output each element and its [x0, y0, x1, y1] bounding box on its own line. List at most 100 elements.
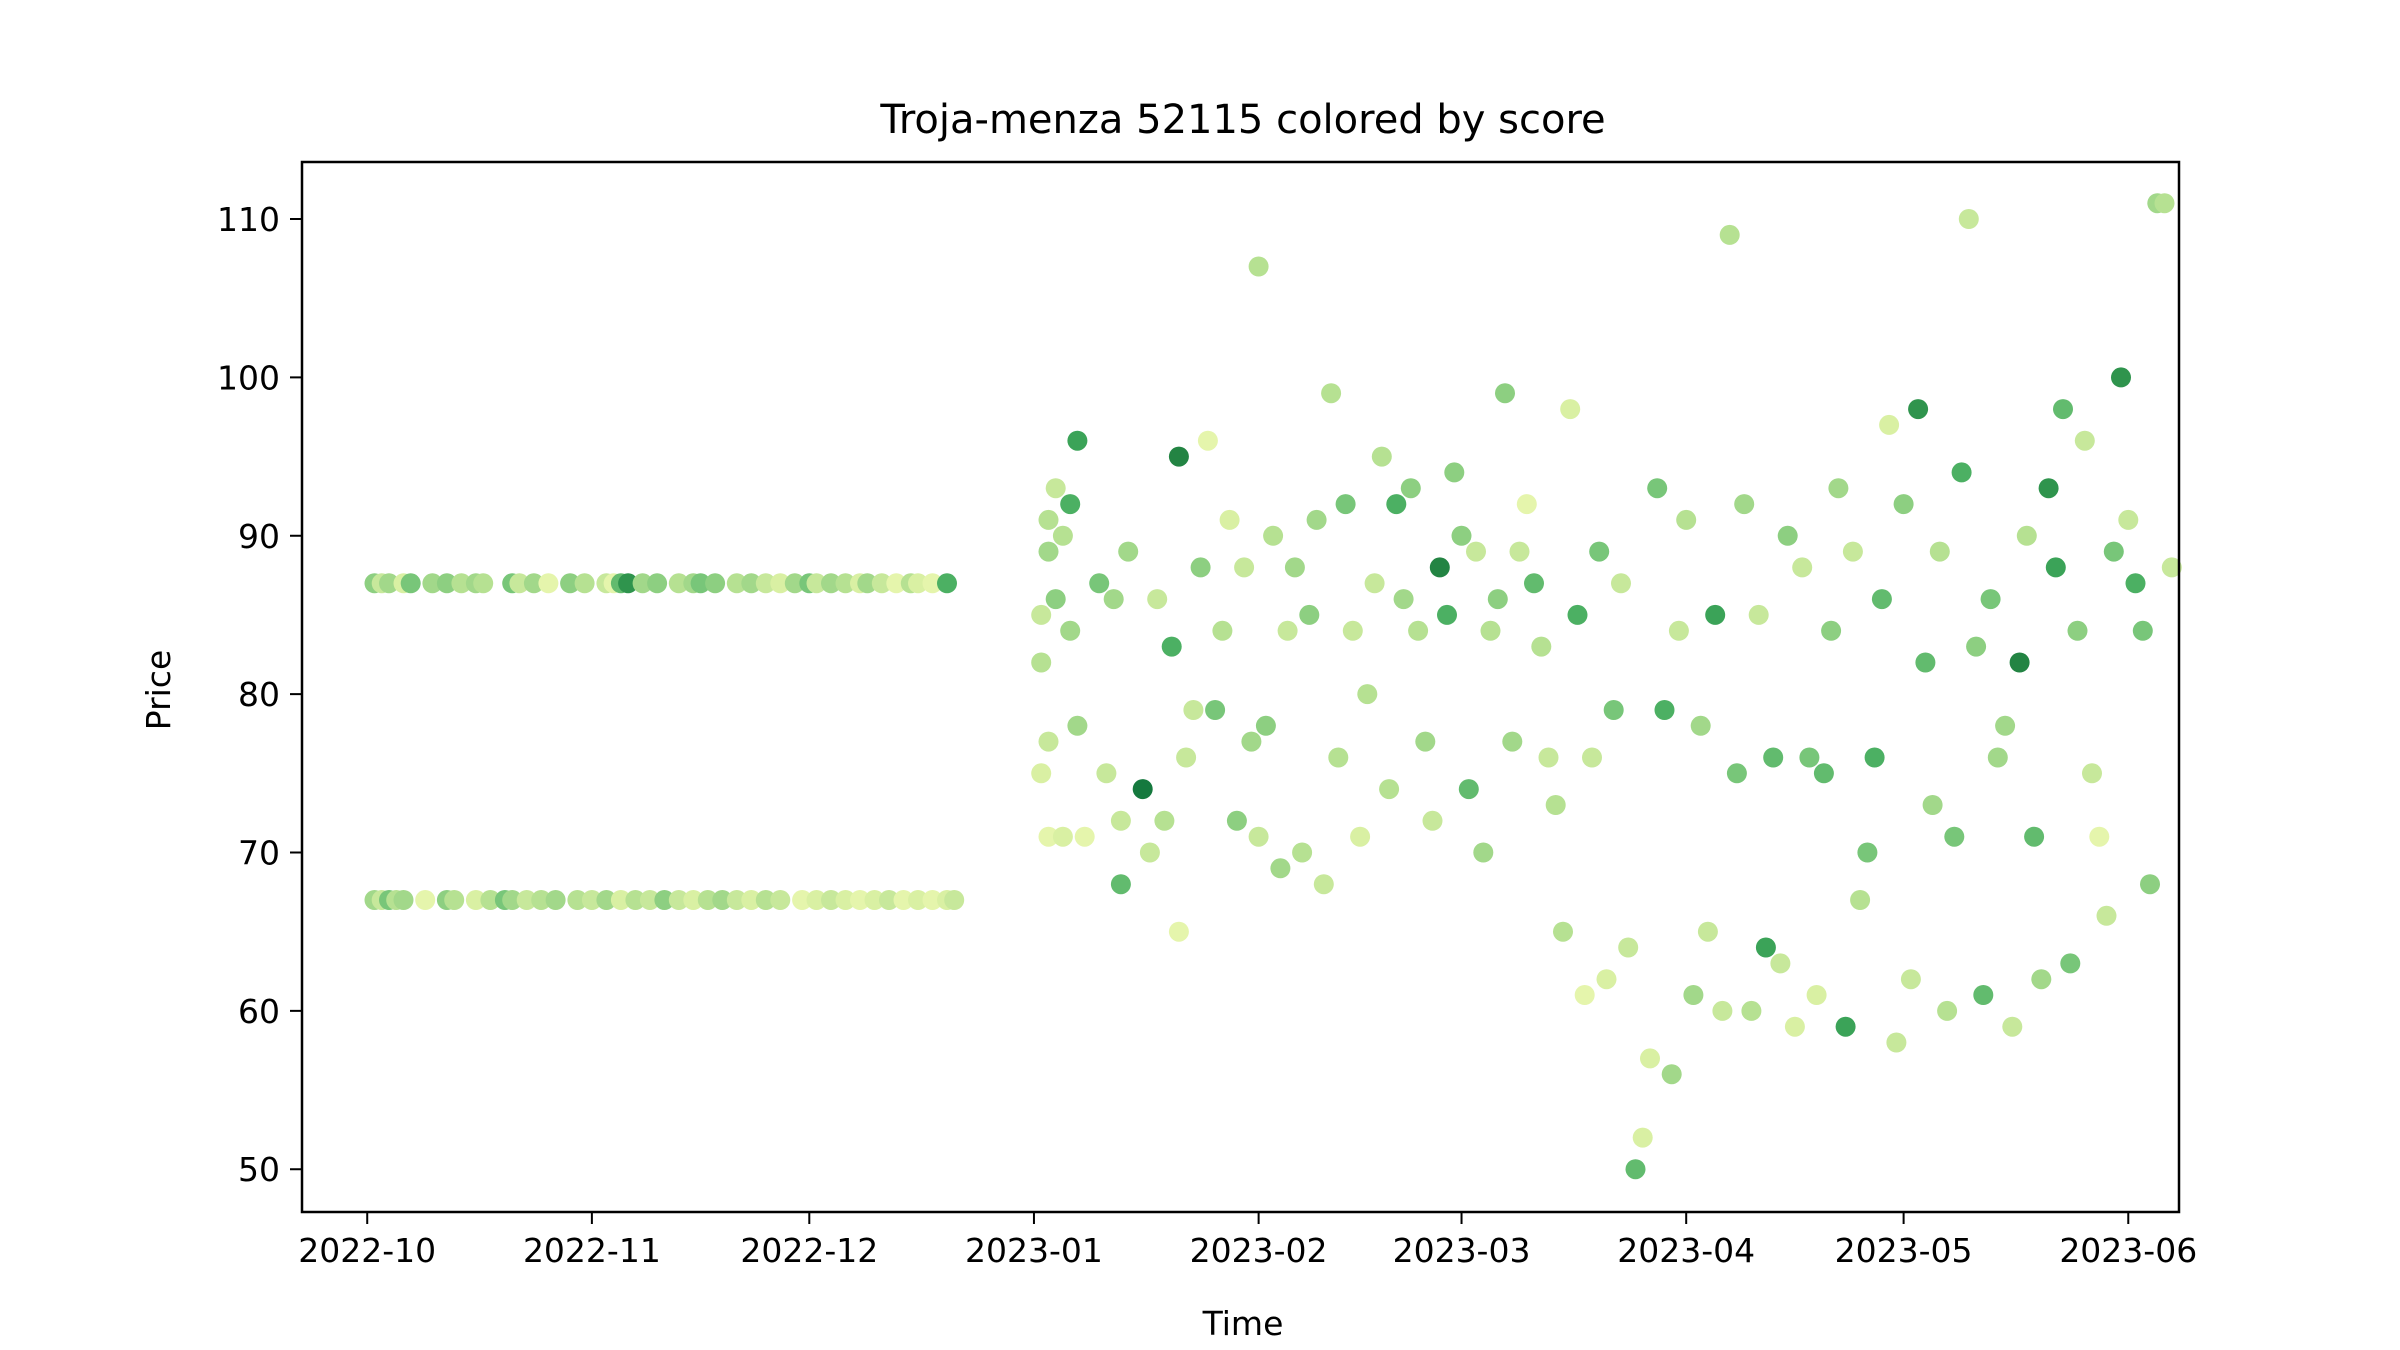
data-point [1553, 921, 1573, 942]
data-point [835, 573, 856, 594]
data-point [2103, 541, 2124, 562]
data-point [1139, 842, 1160, 863]
data-point [1857, 842, 1878, 863]
data-point [647, 573, 668, 594]
data-point [1951, 462, 1972, 483]
data-point [480, 890, 501, 910]
data-point [473, 573, 494, 594]
y-tick-label: 70 [238, 833, 280, 872]
data-point [1726, 763, 1747, 784]
data-point [1944, 826, 1965, 847]
data-point [1893, 494, 1914, 515]
data-point [1574, 985, 1595, 1005]
x-tick-label: 2023-04 [1617, 1231, 1755, 1270]
data-point [1284, 557, 1305, 578]
data-point [1176, 747, 1197, 768]
y-tick-label: 80 [238, 675, 280, 714]
data-point [1183, 700, 1204, 720]
data-point [683, 890, 704, 910]
data-point [1531, 636, 1552, 657]
data-point [415, 890, 436, 910]
data-point [1603, 700, 1624, 720]
x-tick-label: 2022-10 [298, 1231, 436, 1270]
data-point [1451, 525, 1472, 546]
data-point [1821, 620, 1842, 641]
data-point [2096, 905, 2117, 926]
data-point [1270, 858, 1291, 879]
data-point [2060, 953, 2081, 974]
data-point [2024, 826, 2045, 847]
data-point [1437, 604, 1457, 625]
data-point [1719, 224, 1740, 245]
data-point [821, 573, 841, 594]
data-point [1045, 589, 1066, 610]
data-point [784, 573, 805, 594]
y-axis-label: Price [139, 650, 178, 731]
chart-title: Troja-menza 52115 colored by score [879, 97, 1605, 143]
data-point [1538, 747, 1559, 768]
data-point [1292, 842, 1313, 863]
data-point [1444, 462, 1465, 483]
data-point [668, 573, 689, 594]
data-point [1668, 620, 1689, 641]
data-point [1640, 1048, 1660, 1069]
data-point [1168, 921, 1189, 942]
data-point [2082, 763, 2102, 784]
data-point [1168, 446, 1189, 467]
data-point [1799, 747, 1820, 768]
data-point [1400, 478, 1421, 499]
data-point [596, 890, 617, 910]
data-point [1596, 969, 1617, 990]
data-point [893, 890, 914, 910]
data-point [509, 573, 530, 594]
data-point [1495, 383, 1515, 404]
data-point [2074, 430, 2095, 451]
data-point [2002, 1016, 2023, 1037]
data-point [1502, 731, 1523, 752]
data-point [1031, 763, 1052, 784]
data-point [1038, 826, 1059, 847]
data-point [1813, 763, 1834, 784]
data-point [1683, 985, 1704, 1005]
data-point [1647, 478, 1668, 499]
data-point [1038, 541, 1059, 562]
data-point [1306, 509, 1327, 530]
data-point [465, 890, 486, 910]
data-point [697, 890, 718, 910]
data-point [1937, 1000, 1958, 1021]
data-point [1545, 795, 1566, 815]
data-point [1524, 573, 1544, 594]
data-point [1458, 779, 1479, 800]
data-point [712, 890, 733, 910]
data-point [379, 573, 399, 594]
data-point [1154, 810, 1175, 831]
data-point [451, 573, 472, 594]
data-point [1422, 810, 1443, 831]
data-point [1690, 715, 1711, 736]
data-point [1712, 1000, 1733, 1021]
data-point [835, 890, 856, 910]
data-point [1190, 557, 1211, 578]
data-point [2045, 557, 2066, 578]
data-point [1277, 620, 1298, 641]
data-point [1755, 937, 1776, 958]
data-point [2038, 478, 2059, 499]
data-point [937, 573, 957, 594]
data-point [393, 890, 414, 910]
data-point [1828, 478, 1849, 499]
data-point [705, 573, 726, 594]
data-point [1487, 589, 1508, 610]
data-point [1871, 589, 1892, 610]
data-point [2009, 652, 2030, 673]
data-point [922, 890, 943, 910]
data-point [1661, 1064, 1682, 1085]
data-point [1763, 747, 1784, 768]
data-point [1234, 557, 1255, 578]
data-point [422, 573, 443, 594]
data-point [1052, 525, 1073, 546]
data-point [1582, 747, 1602, 768]
y-axis: 50 60 70 80 90 100 110 [217, 200, 302, 1189]
x-axis-label: Time [1202, 1304, 1284, 1343]
data-point [1466, 541, 1486, 562]
data-point [567, 890, 588, 910]
